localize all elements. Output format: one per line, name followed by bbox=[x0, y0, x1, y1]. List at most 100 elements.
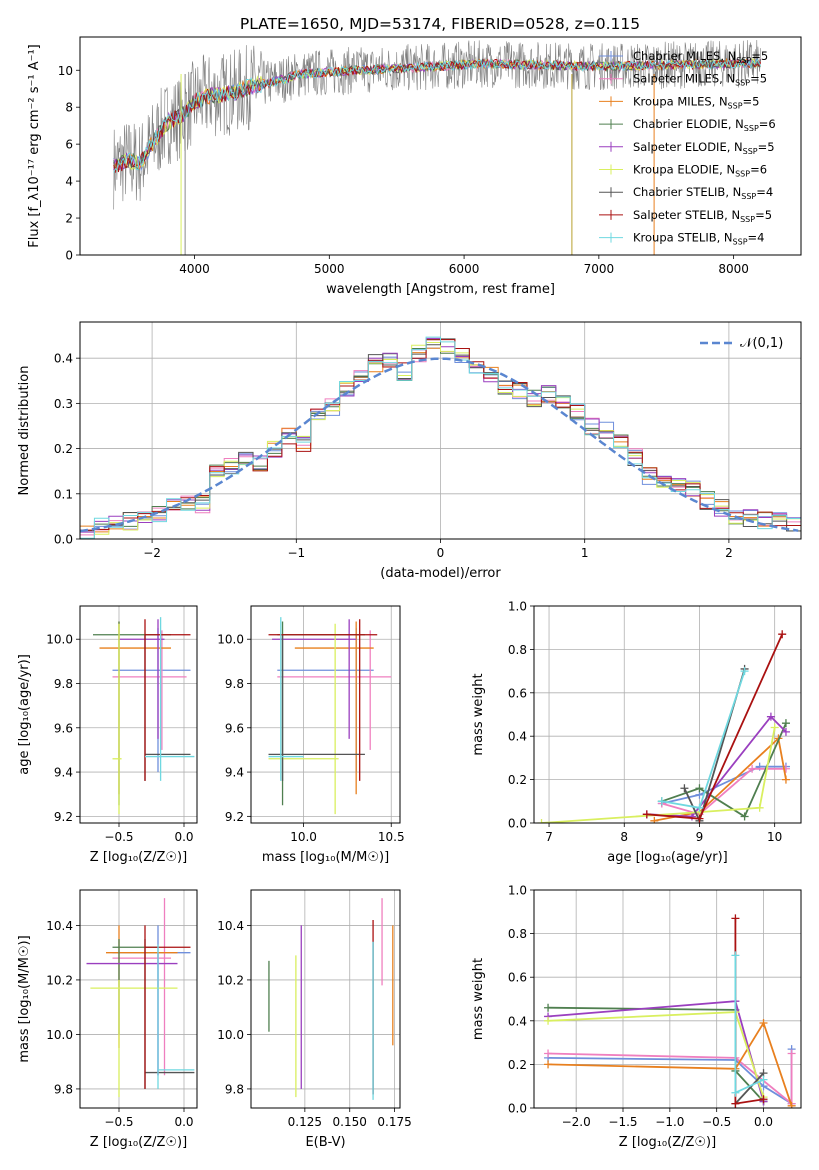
legend-label: Kroupa MILES, NSSP=5 bbox=[633, 94, 759, 110]
panel-5: 7 8 9 10 0.0 0.2 0.4 0.6 0.8 1.0 age [log₁₀(age/yr… bbox=[471, 600, 802, 865]
x-tick-label: 0.150 bbox=[333, 1115, 367, 1129]
y-tick-label: 10.0 bbox=[46, 1028, 73, 1042]
legend-subscript: SSP bbox=[743, 147, 758, 156]
weight-point bbox=[642, 810, 651, 819]
weight-series-line bbox=[661, 765, 786, 805]
legend-value: =6 bbox=[750, 163, 767, 177]
weight-series-line bbox=[734, 1072, 765, 1105]
x-tick-label: 7000 bbox=[584, 262, 615, 276]
x-tick-label: −1.5 bbox=[608, 1115, 637, 1129]
weight-point bbox=[766, 712, 775, 721]
y-tick-label: 9.4 bbox=[54, 766, 73, 780]
plot-area bbox=[534, 606, 801, 823]
y-tick-label: 10.4 bbox=[217, 919, 244, 933]
legend-value: =4 bbox=[756, 185, 773, 199]
weight-point bbox=[759, 1018, 768, 1027]
x-tick-label: 2 bbox=[725, 546, 733, 560]
model-spectrum-line bbox=[113, 58, 761, 174]
y-tick-label: 10.2 bbox=[217, 973, 244, 987]
weight-point bbox=[740, 667, 749, 676]
y-tick-label: 0.6 bbox=[508, 971, 527, 985]
y-axis-label: mass weight bbox=[471, 673, 486, 755]
legend-label: Salpeter STELIB, NSSP=5 bbox=[633, 208, 772, 224]
x-tick-label: 8 bbox=[620, 830, 628, 844]
y-tick-label: 0.2 bbox=[508, 1058, 527, 1072]
y-tick-label: 6 bbox=[65, 138, 73, 152]
x-tick-label: −0.5 bbox=[702, 1115, 731, 1129]
weight-point bbox=[731, 1088, 740, 1097]
plot-frame bbox=[250, 889, 401, 1109]
plot-frame bbox=[533, 605, 802, 824]
y-tick-label: 9.2 bbox=[54, 810, 73, 824]
y-tick-label: 0.8 bbox=[508, 927, 527, 941]
y-tick-label: 9.8 bbox=[225, 1082, 244, 1096]
weight-point bbox=[544, 1060, 553, 1069]
weight-series-line bbox=[661, 670, 746, 809]
weight-point bbox=[740, 812, 749, 821]
x-axis-label: mass [log₁₀(M/M☉)] bbox=[262, 850, 389, 865]
legend-label: Chabrier STELIB, NSSP=4 bbox=[633, 185, 773, 201]
y-tick-label: 0.3 bbox=[54, 397, 73, 411]
x-tick-label: −0.5 bbox=[104, 830, 133, 844]
y-tick-label: 0.0 bbox=[508, 1102, 527, 1116]
legend-subscript: SSP bbox=[728, 101, 743, 110]
x-tick-label: 7 bbox=[545, 830, 553, 844]
plot-area bbox=[534, 890, 801, 1108]
plot-frame bbox=[533, 889, 802, 1109]
y-tick-label: 10.0 bbox=[217, 1028, 244, 1042]
legend-subscript: SSP bbox=[735, 170, 750, 179]
x-tick-label: 10 bbox=[767, 830, 782, 844]
weight-point bbox=[759, 1095, 768, 1104]
y-tick-label: 10.4 bbox=[46, 919, 73, 933]
plot-frame bbox=[250, 605, 401, 824]
x-tick-label: 0.175 bbox=[377, 1115, 411, 1129]
plot-area bbox=[80, 322, 801, 539]
y-axis-label: mass weight bbox=[471, 958, 486, 1040]
x-tick-label: −2.0 bbox=[562, 1115, 591, 1129]
legend-label: Chabrier MILES, NSSP=5 bbox=[633, 49, 768, 65]
panel-4: 10.0 10.5 9.2 9.4 9.6 9.8 10.0 mass [log₁₀(M/M☉… bbox=[217, 605, 405, 865]
panel-7: 0.125 0.150 0.175 9.8 10.0 10.2 10.4 E(B-V) bbox=[217, 889, 412, 1150]
weight-point bbox=[544, 1049, 553, 1058]
y-axis-label: age [log₁₀(age/yr)] bbox=[17, 654, 32, 775]
plot-frame bbox=[79, 605, 198, 824]
weight-point bbox=[787, 1101, 796, 1108]
y-tick-label: 10.0 bbox=[46, 633, 73, 647]
legend-value: =6 bbox=[759, 117, 776, 131]
x-tick-label: 0.0 bbox=[174, 1115, 193, 1129]
x-tick-label: −1 bbox=[287, 546, 305, 560]
x-tick-label: 5000 bbox=[314, 262, 345, 276]
weight-series-line bbox=[541, 727, 776, 823]
y-tick-label: 9.8 bbox=[225, 677, 244, 691]
x-axis-label: age [log₁₀(age/yr)] bbox=[607, 850, 728, 865]
y-tick-label: 0.4 bbox=[508, 730, 527, 744]
x-tick-label: 0 bbox=[437, 546, 445, 560]
legend-subscript: SSP bbox=[741, 192, 756, 201]
x-tick-label: −2 bbox=[143, 546, 161, 560]
y-tick-label: 4 bbox=[65, 175, 73, 189]
weight-point bbox=[537, 819, 546, 823]
y-tick-label: 0.2 bbox=[54, 442, 73, 456]
weight-series-line bbox=[661, 722, 787, 818]
y-tick-label: 2 bbox=[65, 212, 73, 226]
weight-point bbox=[787, 1049, 796, 1058]
y-tick-label: 10.0 bbox=[217, 633, 244, 647]
y-axis-label: mass [log₁₀(M/M☉)] bbox=[17, 935, 32, 1062]
y-tick-label: 9.2 bbox=[225, 810, 244, 824]
x-axis-label: Z [log₁₀(Z/Z☉)] bbox=[90, 1135, 187, 1150]
y-tick-label: 9.8 bbox=[54, 677, 73, 691]
x-axis-label: Z [log₁₀(Z/Z☉)] bbox=[619, 1135, 716, 1150]
panel-3: −0.5 0.0 9.2 9.4 9.6 9.8 10.0 Z [log₁₀(Z/Z☉)] ag… bbox=[17, 605, 198, 865]
weight-point bbox=[544, 1003, 553, 1012]
y-tick-label: 0.1 bbox=[54, 487, 73, 501]
y-axis-label: Normed distribution bbox=[17, 366, 32, 496]
weight-point bbox=[695, 784, 704, 793]
legend-subscript: SSP bbox=[740, 215, 755, 224]
plot-area bbox=[80, 606, 197, 823]
plot-area bbox=[80, 890, 197, 1108]
histogram-series bbox=[80, 342, 801, 539]
weight-point bbox=[778, 630, 787, 639]
legend-value: =5 bbox=[755, 208, 772, 222]
legend-label: Salpeter MILES, NSSP=5 bbox=[633, 72, 767, 88]
legend-label: Kroupa ELODIE, NSSP=6 bbox=[633, 163, 767, 179]
